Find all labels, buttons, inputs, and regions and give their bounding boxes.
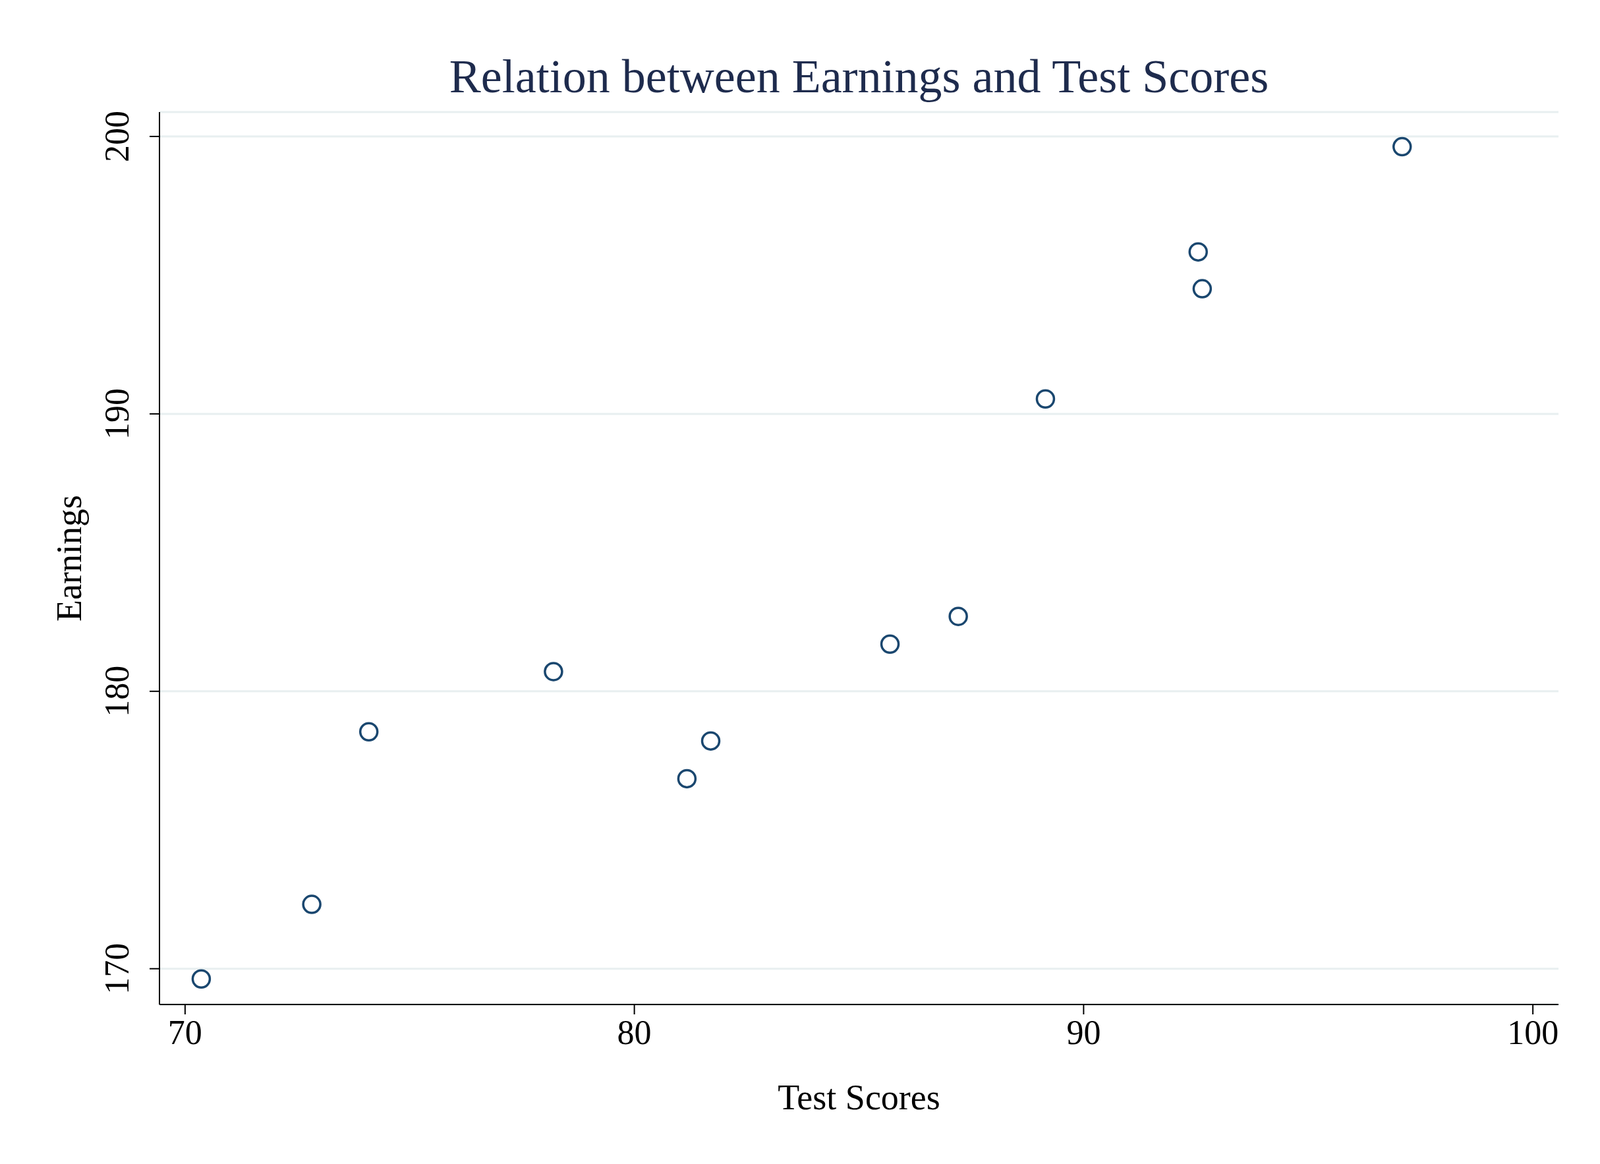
svg-text:170: 170 — [98, 942, 136, 995]
svg-text:80: 80 — [617, 1013, 652, 1052]
svg-text:100: 100 — [1507, 1013, 1559, 1052]
svg-text:Test Scores: Test Scores — [777, 1077, 941, 1117]
svg-text:Earnings: Earnings — [49, 494, 89, 622]
svg-text:70: 70 — [168, 1013, 203, 1052]
svg-text:200: 200 — [98, 110, 136, 163]
svg-text:190: 190 — [98, 388, 136, 440]
svg-text:90: 90 — [1066, 1013, 1101, 1052]
html-text:Relation between Earnings and: Relation between Earnings and Test Score… — [449, 50, 1269, 103]
svg-text:180: 180 — [98, 665, 136, 717]
